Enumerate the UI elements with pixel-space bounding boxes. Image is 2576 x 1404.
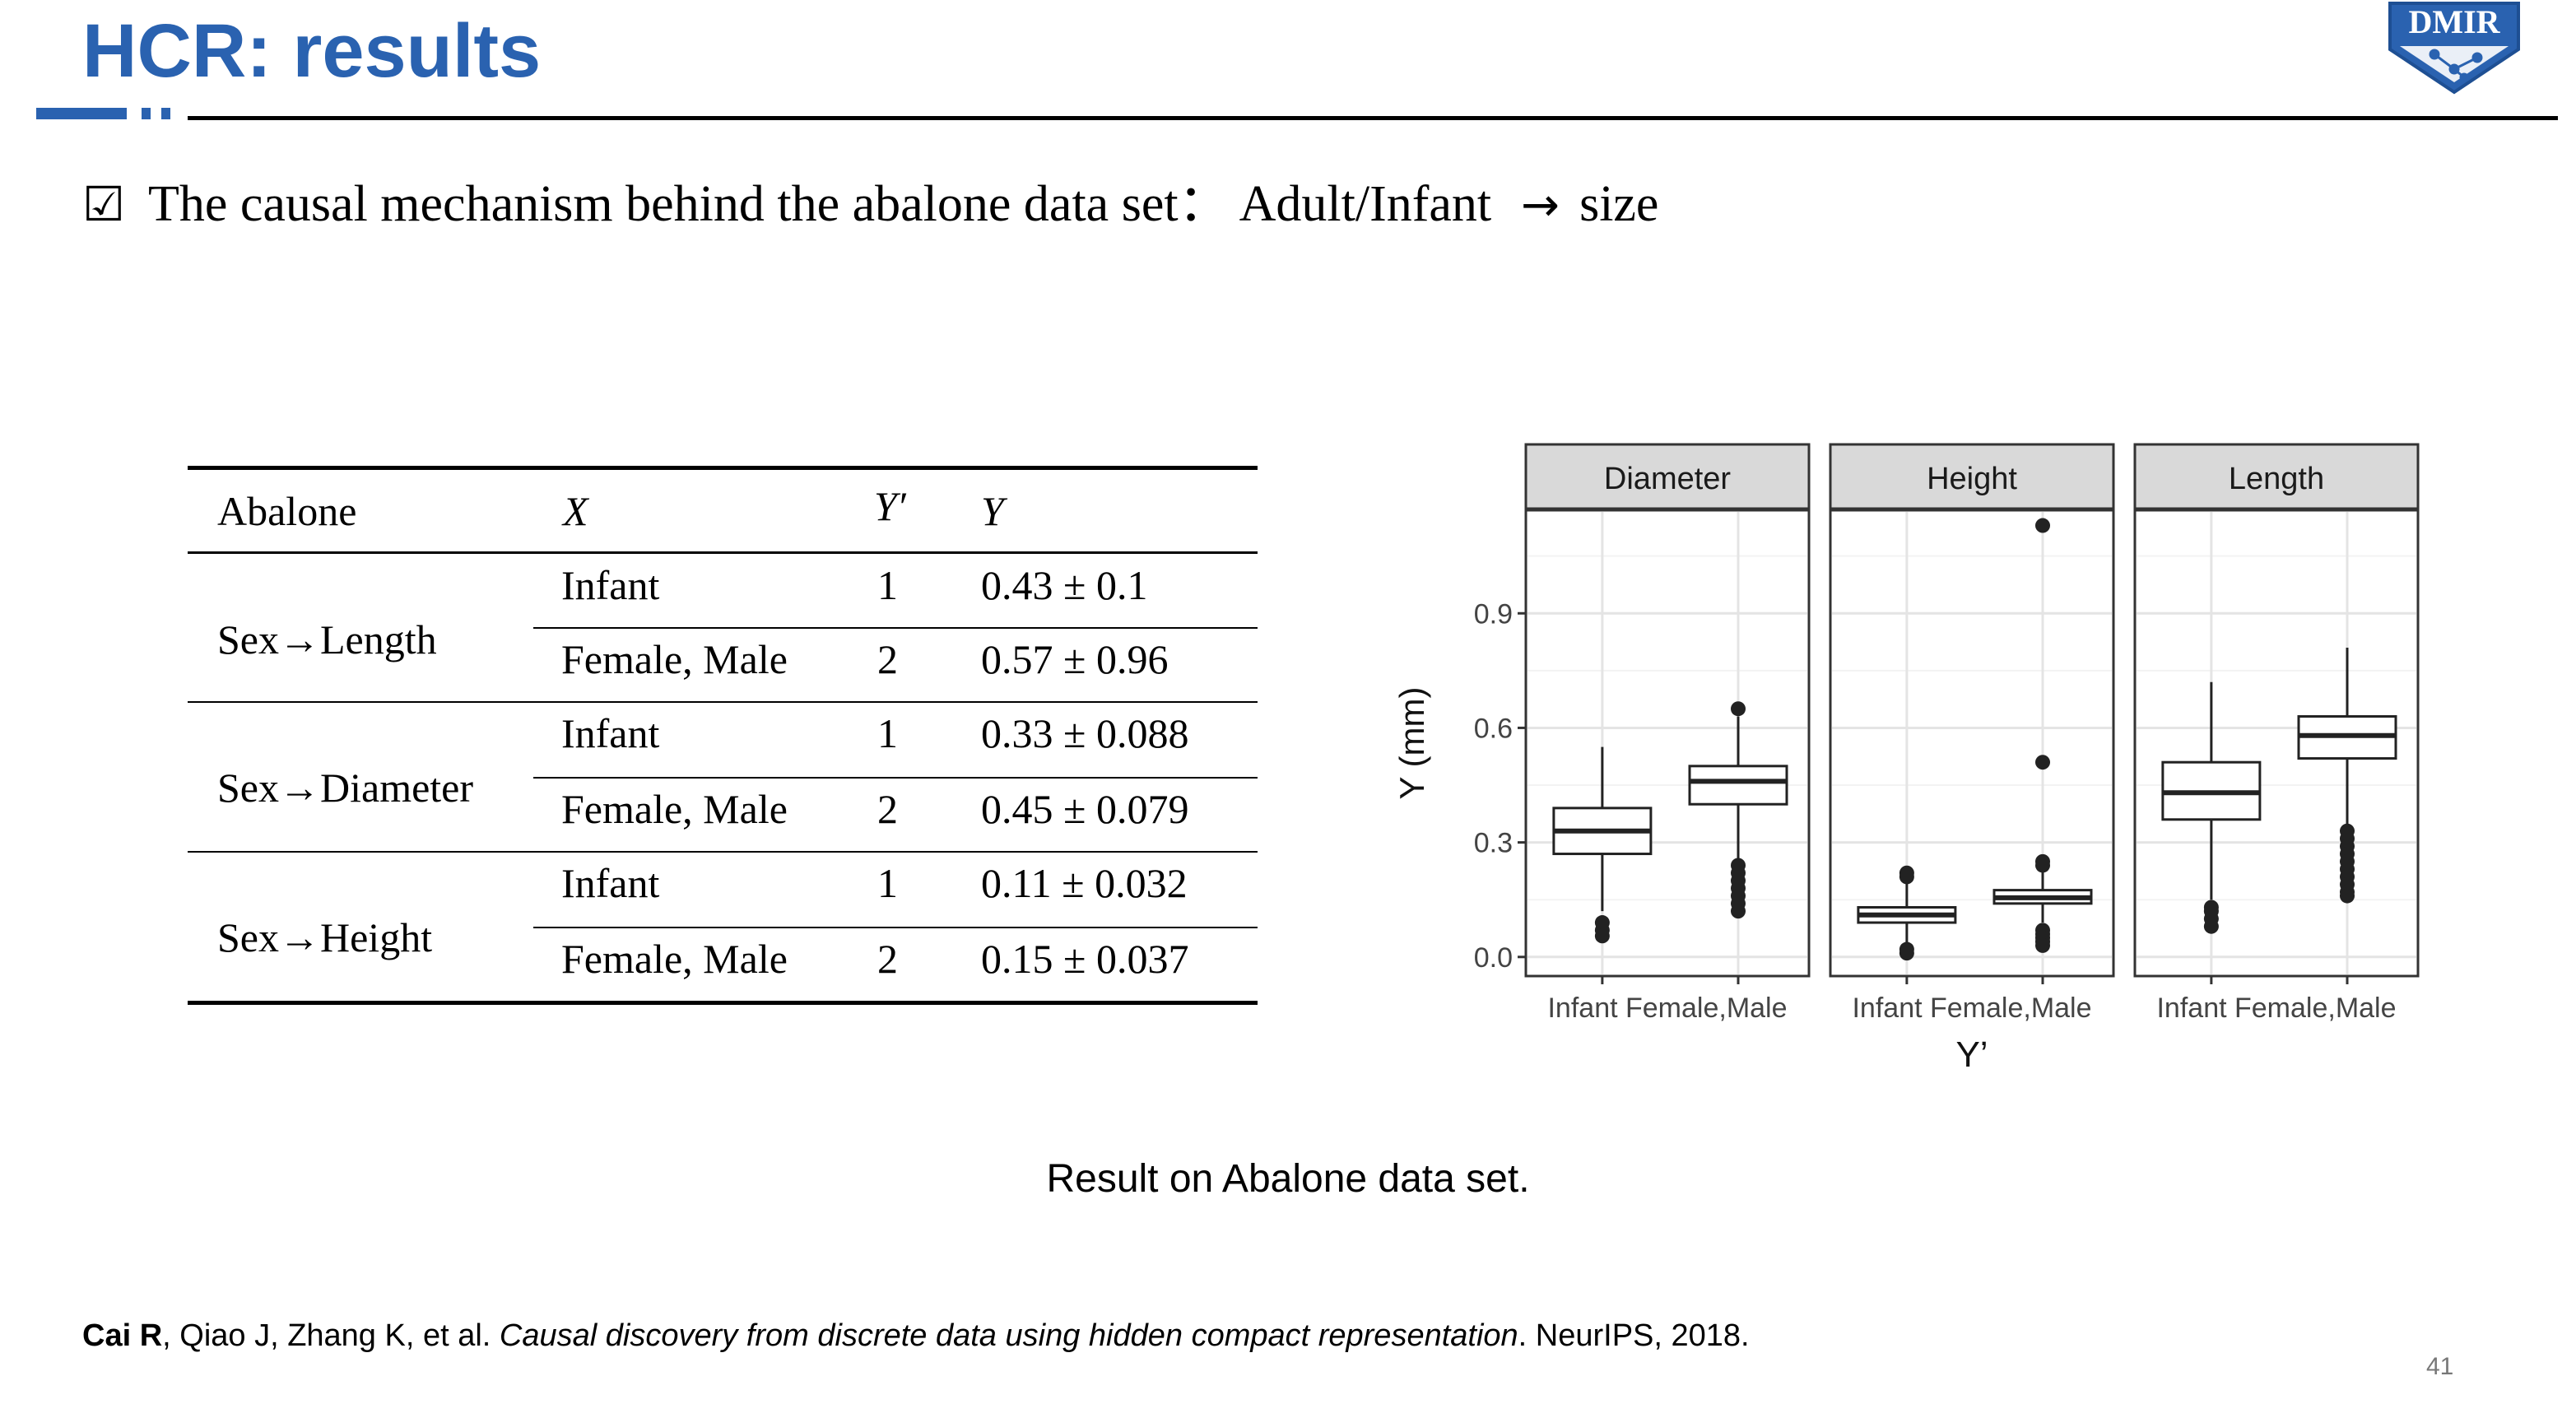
reference-author: Cai R xyxy=(82,1318,163,1353)
right-arrow-icon: → xyxy=(1521,179,1560,232)
table-header-rule xyxy=(188,551,1258,554)
figure-caption: Result on Abalone data set. xyxy=(1046,1157,1530,1201)
bullet-text: The causal mechanism behind the abalone … xyxy=(148,176,1492,232)
outlier-point xyxy=(2035,937,2050,953)
bullet-tail: size xyxy=(1579,176,1659,232)
reference-citation: Cai R, Qiao J, Zhang K, et al. Causal di… xyxy=(82,1318,1750,1354)
facet-strip xyxy=(1829,443,2115,510)
table-row-rule xyxy=(533,627,1258,629)
cell-x: Infant xyxy=(561,562,660,608)
outlier-point xyxy=(1731,701,1746,717)
cell-x: Infant xyxy=(561,710,660,756)
bullet-point: ☑ The causal mechanism behind the abalone… xyxy=(82,161,1658,235)
facet-label: Diameter xyxy=(1604,462,1731,496)
outlier-point xyxy=(2340,888,2355,904)
title-accent-dot xyxy=(142,108,151,119)
outlier-point xyxy=(1899,869,1914,885)
cell-yprime: 1 xyxy=(877,710,898,756)
table-bottom-rule xyxy=(188,1001,1258,1005)
cell-y: 0.45 ± 0.079 xyxy=(981,786,1189,832)
table-group-rule xyxy=(188,851,1258,853)
reference-venue: . NeurIPS, 2018. xyxy=(1518,1318,1750,1353)
y-axis-label: Y (mm) xyxy=(1393,687,1431,800)
group-label: Sex→Diameter xyxy=(217,765,474,811)
page-number: 41 xyxy=(2426,1353,2454,1380)
group-label: Sex→Height xyxy=(217,914,433,960)
outlier-point xyxy=(2203,918,2219,934)
outlier-point xyxy=(2035,518,2050,533)
x-tick-label: Infant Female,Male xyxy=(1547,993,1787,1024)
outlier-point xyxy=(1899,946,1914,961)
cell-x: Infant xyxy=(561,860,660,906)
facet-strip xyxy=(2133,443,2420,510)
title-rule xyxy=(188,116,2558,120)
table-group-rule xyxy=(188,701,1258,703)
cell-y: 0.33 ± 0.088 xyxy=(981,710,1189,756)
reference-authors: , Qiao J, Zhang K, et al. xyxy=(162,1318,500,1353)
checkbox-icon: ☑ xyxy=(82,178,125,231)
boxplot-chart: Diameter Infant Female,Male Height Infant F… xyxy=(1393,443,2420,1075)
box xyxy=(1688,765,1788,806)
table-row-rule xyxy=(533,777,1258,779)
cell-yprime: 1 xyxy=(877,860,898,906)
facet-strip xyxy=(1524,443,1811,510)
slide-title: HCR: results xyxy=(82,9,542,93)
x-axis-label: Y’ xyxy=(1955,1034,1988,1075)
cell-y: 0.57 ± 0.96 xyxy=(981,636,1169,682)
header-yprime: Y′ xyxy=(874,483,906,529)
x-tick-label: Infant Female,Male xyxy=(2156,993,2396,1024)
dmir-logo: DMIR xyxy=(2388,2,2520,95)
y-tick-label: 0.0 xyxy=(1474,942,1513,974)
cell-yprime: 1 xyxy=(877,562,898,608)
cell-yprime: 2 xyxy=(877,786,898,832)
y-tick-label: 0.9 xyxy=(1474,598,1513,630)
cell-yprime: 2 xyxy=(877,636,898,682)
table-row-rule xyxy=(533,927,1258,928)
outlier-point xyxy=(1594,928,1610,944)
cell-x: Female, Male xyxy=(561,786,788,832)
header-y: Y xyxy=(981,488,1004,534)
cell-x: Female, Male xyxy=(561,936,788,982)
header-abalone: Abalone xyxy=(217,488,357,534)
outlier-point xyxy=(2035,755,2050,770)
title-accent-dot xyxy=(161,108,170,119)
outlier-point xyxy=(1731,904,1746,919)
facet-label: Height xyxy=(1927,462,2017,496)
y-tick-label: 0.6 xyxy=(1474,713,1513,744)
y-tick-label: 0.3 xyxy=(1474,828,1513,859)
header-x: X xyxy=(563,488,588,534)
group-label: Sex→Length xyxy=(217,616,437,662)
reference-title: Causal discovery from discrete data usin… xyxy=(499,1318,1518,1353)
cell-yprime: 2 xyxy=(877,936,898,982)
logo-text: DMIR xyxy=(2408,3,2500,40)
cell-y: 0.43 ± 0.1 xyxy=(981,562,1148,608)
cell-x: Female, Male xyxy=(561,636,788,682)
cell-y: 0.11 ± 0.032 xyxy=(981,860,1188,906)
table-top-rule xyxy=(188,466,1258,470)
title-accent-bar xyxy=(36,108,127,119)
cell-y: 0.15 ± 0.037 xyxy=(981,936,1189,982)
facet-panel xyxy=(1524,509,1811,978)
outlier-point xyxy=(2035,858,2050,873)
facet-label: Length xyxy=(2229,462,2324,496)
x-tick-label: Infant Female,Male xyxy=(1852,993,2091,1024)
